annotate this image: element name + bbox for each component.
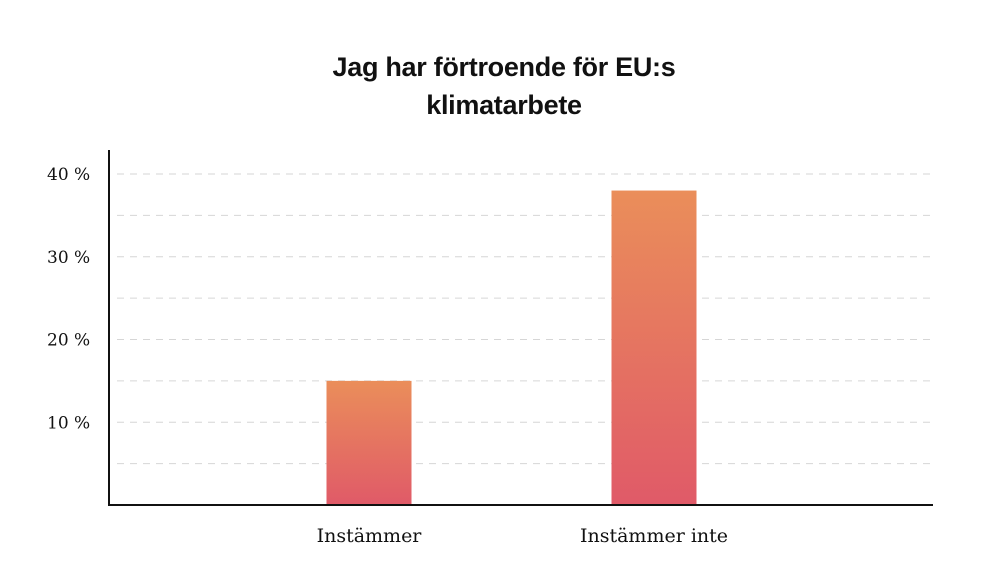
y-tick-label: 30 % [47,248,90,268]
y-axis-ticks: 10 % 20 % 30 % 40 % [47,165,90,433]
gridlines [117,173,933,465]
chart-title-line-1: Jag har förtroende för EU:s [332,52,676,82]
bar-1 [326,380,412,505]
y-tick-label: 20 % [47,331,90,351]
bars [326,190,697,506]
x-category-label: Instämmer inte [580,525,728,547]
x-category-label: Instämmer [317,525,423,547]
y-tick-label: 10 % [47,413,90,433]
bar-2 [611,190,697,506]
chart-title: Jag har förtroende för EU:s klimatarbete [0,48,1008,124]
chart-title-line-2: klimatarbete [426,90,582,120]
x-axis-labels: Instämmer Instämmer inte [317,525,728,547]
y-tick-label: 40 % [47,165,90,185]
